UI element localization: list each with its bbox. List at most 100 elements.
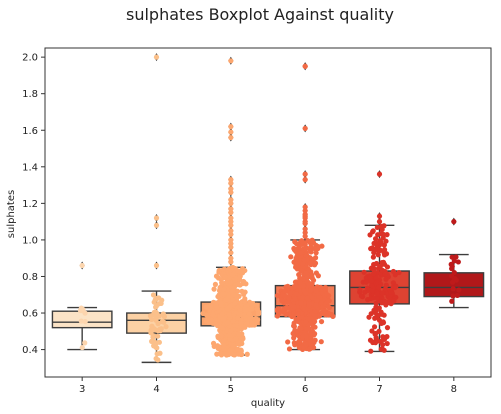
swarm-point <box>396 269 402 276</box>
y-tick-label: 1.0 <box>22 235 38 246</box>
swarm-point <box>228 189 234 195</box>
swarm-point <box>82 318 88 325</box>
swarm-point <box>227 347 233 354</box>
swarm-point <box>246 311 253 317</box>
swarm-7 <box>357 171 402 354</box>
swarm-point <box>303 253 309 259</box>
swarm-point <box>228 186 234 192</box>
swarm-point <box>288 254 294 260</box>
swarm-point <box>153 317 159 323</box>
swarm-point <box>223 297 230 303</box>
swarm-point <box>291 335 297 341</box>
swarm-point <box>312 246 318 252</box>
swarm-point <box>368 348 374 354</box>
y-tick-label: 1.2 <box>22 199 38 210</box>
swarm-point <box>163 324 169 330</box>
swarm-point <box>209 317 215 323</box>
swarm-point <box>216 322 222 328</box>
y-tick-label: 0.4 <box>22 345 38 356</box>
swarm-point <box>228 219 234 225</box>
y-axis-label: sulphates <box>6 190 17 238</box>
swarm-point <box>367 337 374 343</box>
swarm-point <box>370 271 377 277</box>
swarm-point <box>302 233 308 239</box>
swarm-point <box>307 260 313 267</box>
swarm-point <box>312 255 319 261</box>
swarm-point <box>303 246 309 252</box>
swarm-point <box>363 279 369 285</box>
swarm-point <box>300 294 306 301</box>
swarm-point <box>310 324 316 330</box>
swarm-point <box>302 226 308 232</box>
swarm-point <box>228 259 234 265</box>
swarm-point <box>231 352 237 358</box>
swarm-point <box>298 250 304 256</box>
swarm-point <box>155 333 161 339</box>
swarm-point <box>230 292 236 298</box>
x-tick-label: 5 <box>228 384 234 395</box>
swarm-point <box>302 63 308 69</box>
swarm-point <box>312 260 319 266</box>
swarm-point <box>153 54 160 60</box>
swarm-point <box>240 336 246 342</box>
swarm-point <box>298 268 304 274</box>
swarm-point <box>376 284 382 290</box>
swarm-point <box>305 238 311 244</box>
swarm-point <box>203 304 209 310</box>
swarm-5 <box>200 58 262 358</box>
swarm-point <box>155 357 161 363</box>
swarm-point <box>221 337 227 344</box>
swarm-point <box>228 228 234 234</box>
swarm-point <box>215 334 221 341</box>
swarm-point <box>204 317 210 323</box>
swarm-point <box>230 342 236 348</box>
swarm-point <box>370 228 376 234</box>
swarm-point <box>308 248 314 254</box>
swarm-point <box>319 243 325 249</box>
swarm-point <box>254 306 260 312</box>
swarm-point <box>315 273 321 279</box>
swarm-point <box>294 328 301 334</box>
swarm-point <box>292 239 298 245</box>
swarm-point <box>390 268 397 275</box>
swarm-point <box>285 299 291 305</box>
y-axis: 0.4 0.6 0.8 1.0 1.2 1.4 1.6 1.8 2.0 <box>22 53 45 356</box>
swarm-point <box>357 287 363 293</box>
swarm-point <box>228 209 234 216</box>
swarm-point <box>373 300 379 306</box>
swarm-point <box>286 295 292 301</box>
swarm-point <box>228 123 234 130</box>
swarm-point <box>293 283 299 289</box>
swarm-point <box>295 318 301 325</box>
swarm-point <box>228 197 234 203</box>
swarm-point <box>379 290 385 296</box>
swarm-point <box>302 208 308 214</box>
swarm-point <box>456 287 462 293</box>
swarm-point <box>372 236 379 242</box>
y-tick-label: 1.4 <box>22 162 38 173</box>
swarm-point <box>219 325 226 331</box>
swarm-point <box>311 331 318 337</box>
swarm-point <box>450 286 456 292</box>
swarm-point <box>369 245 375 251</box>
swarm-point <box>213 305 220 311</box>
boxes-layer <box>51 53 485 364</box>
swarm-point <box>378 320 385 326</box>
swarm-point <box>235 346 241 352</box>
swarm-point <box>291 304 297 310</box>
swarm-point <box>371 261 377 268</box>
swarm-point <box>376 213 383 219</box>
swarm-point <box>293 256 299 262</box>
swarm-point <box>217 350 223 357</box>
swarm-point <box>228 180 234 186</box>
swarm-point <box>292 279 299 285</box>
swarm-point <box>362 289 368 295</box>
swarm-point <box>80 307 86 313</box>
swarm-point <box>228 129 234 135</box>
swarm-6 <box>274 63 336 352</box>
swarm-point <box>368 278 374 284</box>
swarm-point <box>381 336 387 343</box>
x-tick-label: 6 <box>302 384 308 395</box>
swarm-point <box>222 274 229 280</box>
swarm-point <box>214 343 221 349</box>
